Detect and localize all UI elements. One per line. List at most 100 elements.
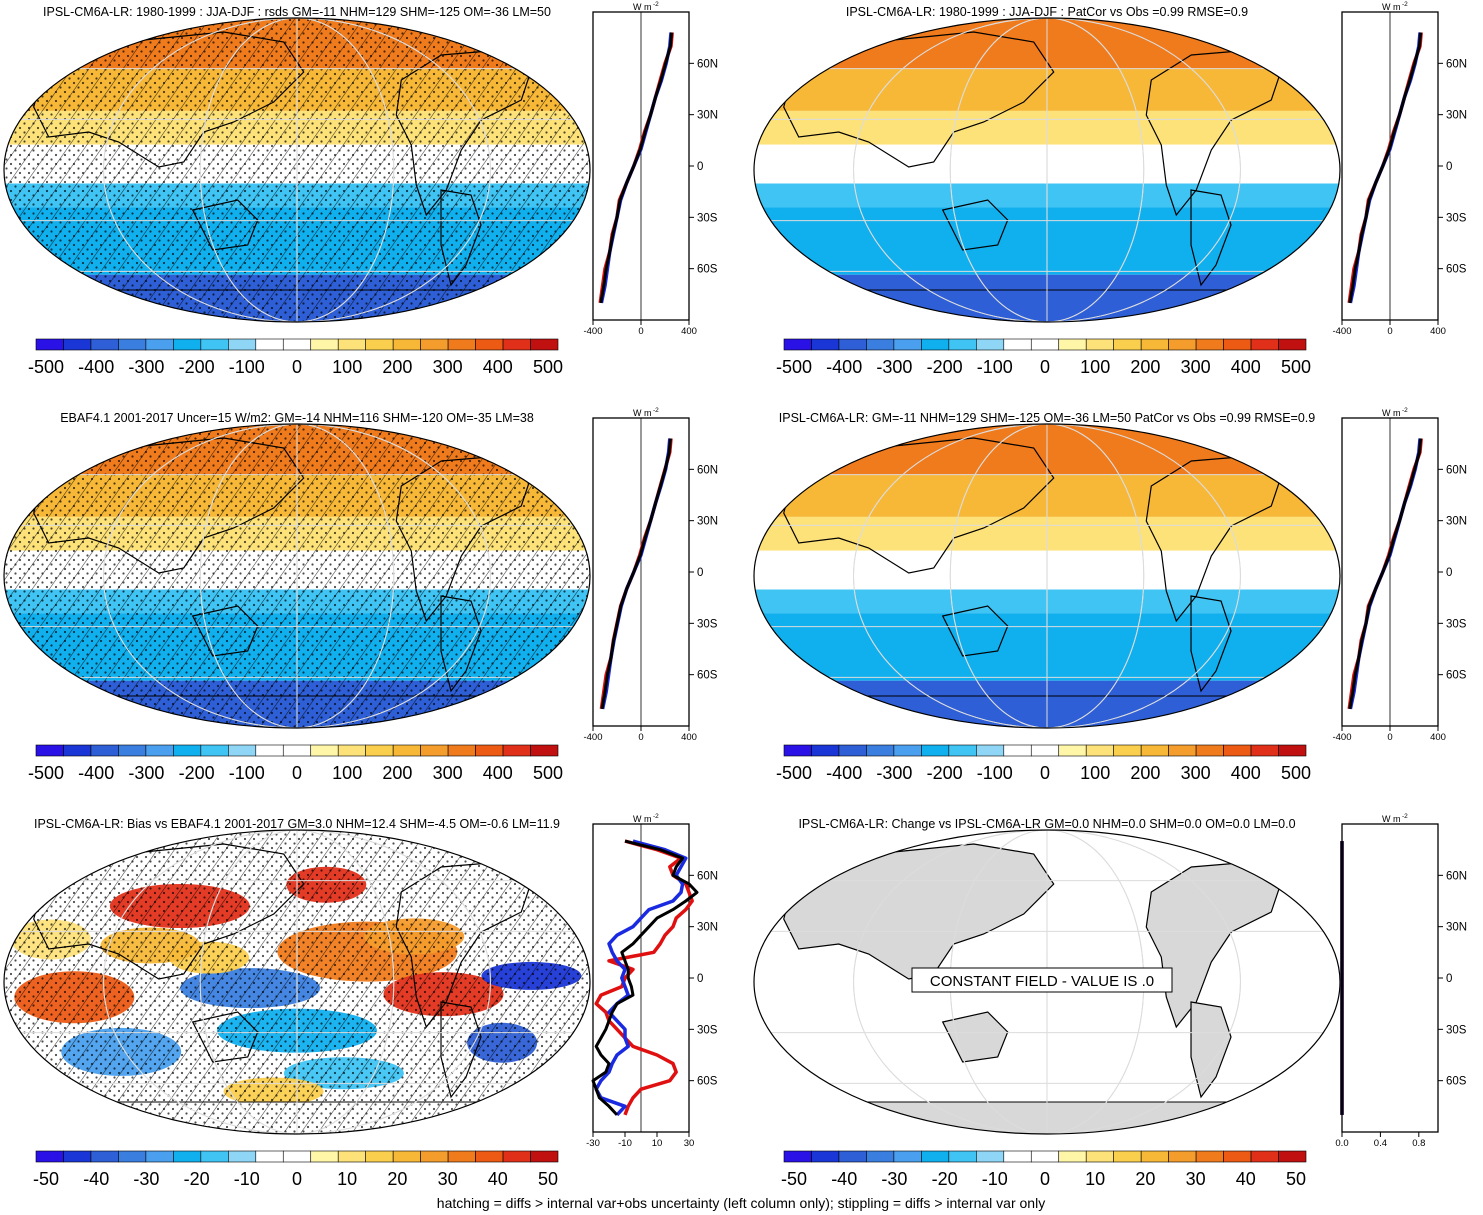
lat-tick-label: 60N bbox=[1446, 464, 1467, 476]
colorbar-swatch bbox=[63, 1150, 92, 1163]
colorbar-swatch bbox=[310, 1150, 339, 1163]
colorbar-label: -500 bbox=[776, 763, 812, 783]
x-tick-label: 400 bbox=[681, 732, 697, 743]
lat-tick-label: 60N bbox=[697, 58, 718, 70]
colorbar-swatch bbox=[811, 744, 840, 757]
units-exponent: -2 bbox=[653, 407, 659, 414]
colorbar-swatch bbox=[838, 744, 867, 757]
x-tick-label: -30 bbox=[586, 1138, 600, 1149]
colorbar-label: -200 bbox=[927, 763, 963, 783]
colorbar-swatch bbox=[1085, 744, 1114, 757]
colorbar-swatch bbox=[173, 744, 202, 757]
colorbar-swatch bbox=[1223, 1150, 1252, 1163]
panel-title: IPSL-CM6A-LR: Bias vs EBAF4.1 2001-2017 … bbox=[34, 817, 560, 831]
colorbar-swatch bbox=[1250, 1150, 1279, 1163]
lat-tick-label: 0 bbox=[697, 973, 703, 985]
colorbar-swatch bbox=[1113, 744, 1142, 757]
lat-tick-label: 30S bbox=[697, 618, 718, 630]
colorbar-swatch bbox=[1250, 338, 1279, 351]
colorbar-label: 0 bbox=[292, 1169, 302, 1189]
colorbar-swatch bbox=[1030, 1150, 1060, 1163]
lat-tick-label: 30N bbox=[1446, 922, 1467, 934]
map bbox=[754, 18, 1340, 322]
zonal-frame bbox=[1341, 823, 1439, 1133]
colorbar-swatch bbox=[118, 744, 147, 757]
graticule-lon bbox=[949, 424, 1145, 728]
colorbar-swatch bbox=[337, 338, 366, 351]
colorbar-label: -200 bbox=[179, 357, 215, 377]
map-border bbox=[753, 17, 1341, 323]
colorbar-swatch bbox=[118, 1150, 147, 1163]
units-label: W m bbox=[633, 814, 652, 824]
colorbar-swatch bbox=[976, 1150, 1005, 1163]
colorbar-swatch bbox=[118, 338, 147, 351]
x-tick-label: 0 bbox=[1387, 326, 1392, 337]
colorbar-label: -40 bbox=[831, 1169, 857, 1189]
graticule-lon bbox=[853, 830, 1241, 1134]
colorbar-label: 400 bbox=[483, 357, 513, 377]
continent-outline bbox=[941, 1011, 1009, 1063]
colorbar-label: -10 bbox=[234, 1169, 260, 1189]
colorbar-swatch bbox=[502, 338, 531, 351]
colorbar-swatch bbox=[530, 338, 559, 351]
colorbar-swatch bbox=[475, 1150, 504, 1163]
figure-footer: hatching = diffs > internal var+obs unce… bbox=[437, 1195, 1045, 1211]
colorbar-label: 50 bbox=[538, 1169, 558, 1189]
lat-tick-label: 60N bbox=[697, 870, 718, 882]
colorbar-label: -300 bbox=[876, 763, 912, 783]
colorbar-label: 0 bbox=[292, 763, 302, 783]
colorbar-label: 200 bbox=[1130, 357, 1160, 377]
x-tick-label: 0 bbox=[1387, 732, 1392, 743]
ens-line bbox=[1348, 32, 1423, 304]
colorbar-label: 100 bbox=[332, 763, 362, 783]
lat-tick-label: 60S bbox=[697, 264, 718, 276]
colorbar-swatch bbox=[1168, 744, 1197, 757]
lat-tick-label: 60N bbox=[697, 464, 718, 476]
colorbar-swatch bbox=[893, 338, 922, 351]
x-tick-label: 0.0 bbox=[1335, 1138, 1348, 1149]
map bbox=[754, 830, 1340, 1134]
colorbar-swatch bbox=[1003, 338, 1032, 351]
colorbar-swatch bbox=[811, 1150, 840, 1163]
colorbar: -500 -400 -300 -200 -100 0 100 200 300 400 500 bbox=[776, 744, 1311, 783]
colorbar-swatch bbox=[392, 744, 421, 757]
colorbar-label: -100 bbox=[977, 763, 1013, 783]
lat-tick-label: 30S bbox=[1446, 1024, 1467, 1036]
colorbar-swatch bbox=[921, 338, 950, 351]
map-border bbox=[3, 423, 591, 729]
constant-field-frame bbox=[911, 967, 1173, 993]
colorbar-swatch bbox=[228, 338, 257, 351]
continent-outline bbox=[783, 843, 1055, 980]
x-tick-label: 400 bbox=[681, 326, 697, 337]
colorbar-swatch bbox=[282, 744, 312, 757]
panel-5: IPSL-CM6A-LR: Bias vs EBAF4.1 2001-2017 … bbox=[3, 813, 718, 1189]
colorbar-swatch bbox=[893, 744, 922, 757]
units-exponent: -2 bbox=[1402, 407, 1408, 414]
colorbar-label: 0 bbox=[292, 357, 302, 377]
graticule-lon bbox=[103, 424, 491, 728]
x-tick-label: -400 bbox=[583, 732, 602, 743]
ens-line bbox=[591, 839, 699, 1116]
colorbar-swatch bbox=[502, 1150, 531, 1163]
colorbar-label: -30 bbox=[881, 1169, 907, 1189]
graticule-lon bbox=[199, 830, 395, 1134]
continent-outline bbox=[783, 437, 1055, 574]
map bbox=[4, 424, 590, 728]
colorbar-swatch bbox=[1113, 338, 1142, 351]
colorbar-label: 0 bbox=[1040, 1169, 1050, 1189]
colorbar-label: 400 bbox=[1231, 763, 1261, 783]
colorbar-swatch bbox=[145, 1150, 174, 1163]
continent-outline bbox=[1190, 1001, 1232, 1099]
lat-tick-label: 30S bbox=[697, 212, 718, 224]
lat-tick-label: 60N bbox=[1446, 870, 1467, 882]
colorbar-swatch bbox=[310, 744, 339, 757]
colorbar-label: -400 bbox=[78, 763, 114, 783]
colorbar-swatch bbox=[1195, 744, 1224, 757]
x-tick-label: -400 bbox=[583, 326, 602, 337]
colorbar-swatch bbox=[1278, 338, 1307, 351]
continent-outline bbox=[941, 605, 1009, 657]
colorbar-swatch bbox=[35, 744, 64, 757]
colorbar-swatch bbox=[1195, 338, 1224, 351]
colorbar-swatch bbox=[255, 744, 284, 757]
colorbar-swatch bbox=[921, 744, 950, 757]
